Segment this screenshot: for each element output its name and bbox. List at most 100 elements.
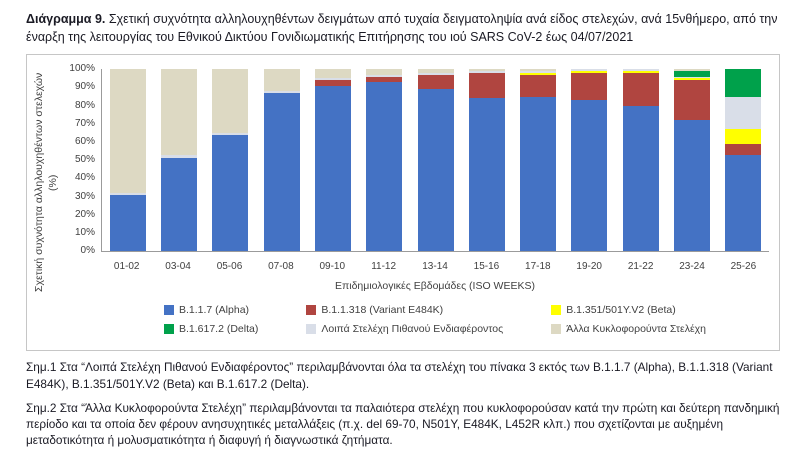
bar-slot xyxy=(307,69,358,252)
legend-label: B.1.617.2 (Delta) xyxy=(178,323,259,336)
bar-19-20 xyxy=(571,69,608,252)
bar-segment xyxy=(520,71,557,73)
bar-segment xyxy=(263,91,300,93)
bar-21-22 xyxy=(622,69,659,252)
stacked-bar-chart: Σχετική συχνότητα αλληλουχηθέντων στελεχ… xyxy=(26,54,780,352)
bar-segment xyxy=(674,78,711,81)
bar-segment xyxy=(571,72,608,101)
bar-segment xyxy=(366,69,403,75)
bar-segment xyxy=(622,72,659,106)
bar-segment xyxy=(160,158,197,252)
bar-segment xyxy=(417,72,454,75)
x-axis-title: Επιδημιολογικές Εβδομάδες (ISO WEEKS) xyxy=(335,280,535,293)
bar-segment xyxy=(468,71,505,73)
bar-segment xyxy=(366,76,403,82)
x-tick-label: 15-16 xyxy=(473,261,500,273)
y-axis-title: Σχετική συχνότητα αλληλουχηθέντων στελεχ… xyxy=(32,73,59,293)
legend-swatch-icon xyxy=(551,305,562,316)
bar-segment xyxy=(674,120,711,252)
legend-swatch-icon xyxy=(163,305,174,316)
bar-09-10 xyxy=(314,69,351,252)
y-tick-label: 10% xyxy=(74,226,95,238)
x-tick-label: 25-26 xyxy=(730,261,757,273)
legend-item: B.1.1.7 (Alpha) xyxy=(163,304,258,316)
legend-label: B.1.351/501Y.V2 (Beta) xyxy=(566,304,676,317)
legend-swatch-icon xyxy=(551,324,562,335)
legend-swatch-icon xyxy=(306,324,317,335)
bar-segment xyxy=(622,69,659,72)
bar-segment xyxy=(314,85,351,252)
bar-slot xyxy=(718,69,769,252)
bar-segment xyxy=(571,69,608,72)
bar-segment xyxy=(160,154,197,159)
bar-segment xyxy=(674,76,711,79)
bar-01-02 xyxy=(109,69,146,252)
bar-slot xyxy=(615,69,666,252)
bar-segment xyxy=(314,69,351,79)
bar-15-16 xyxy=(468,69,505,252)
x-tick-label: 21-22 xyxy=(627,261,654,273)
bar-11-12 xyxy=(366,69,403,252)
legend-label: B.1.1.318 (Variant E484K) xyxy=(321,304,444,317)
x-tick-label: 17-18 xyxy=(525,261,551,273)
bar-segment xyxy=(314,78,351,81)
x-tick-label: 07-08 xyxy=(268,261,294,273)
bar-slot xyxy=(205,69,256,252)
bar-segment xyxy=(160,69,197,155)
bar-slot xyxy=(359,69,410,252)
legend-item: B.1.351/501Y.V2 (Beta) xyxy=(551,304,706,316)
note-2: Σημ.2 Στα “Άλλα Κυκλοφορούντα Στελέχη” π… xyxy=(26,400,780,448)
y-tick-label: 50% xyxy=(74,154,95,166)
legend-swatch-icon xyxy=(306,305,317,316)
bar-segment xyxy=(212,69,249,133)
figure-caption-text: Σχετική συχνότητα αλληλουχηθέντων δειγμά… xyxy=(26,12,778,45)
bar-slot xyxy=(153,69,204,252)
legend-item: B.1.617.2 (Delta) xyxy=(163,323,259,336)
bar-segment xyxy=(109,193,146,195)
bar-segment xyxy=(520,96,557,252)
note-1: Σημ.1 Στα “Λοιπά Στελέχη Πιθανού Ενδιαφέ… xyxy=(26,360,773,391)
bar-segment xyxy=(263,92,300,252)
bar-slot xyxy=(256,69,307,252)
bar-23-24 xyxy=(674,69,711,252)
legend-label: Λοιπά Στελέχη Πιθανού Ενδιαφέροντος xyxy=(321,323,504,336)
plot-row: 100% 90% 80% 70% 60% 50% 40% 30% 20% 10% 0% xyxy=(61,63,769,257)
bar-segment xyxy=(571,100,608,252)
bar-segment xyxy=(622,71,659,73)
x-tick-label: 13-14 xyxy=(422,261,448,273)
x-tick-label: 01-02 xyxy=(113,261,140,273)
bar-segment xyxy=(520,74,557,97)
bar-slot xyxy=(564,69,615,252)
bar-slot xyxy=(666,69,717,252)
bar-segment xyxy=(263,69,300,92)
legend-item: Άλλα Κυκλοφορούντα Στελέχη xyxy=(551,323,706,335)
bar-segment xyxy=(212,132,249,135)
bar-segment xyxy=(468,98,505,252)
y-tick-label: 20% xyxy=(74,208,95,220)
y-tick-label: 100% xyxy=(69,63,95,75)
x-tick-label: 23-24 xyxy=(679,261,705,273)
bar-segment xyxy=(725,96,762,130)
bar-segment xyxy=(468,69,505,72)
x-tick-label: 19-20 xyxy=(576,261,602,273)
y-tick-label: 80% xyxy=(74,99,95,111)
bar-07-08 xyxy=(263,69,300,252)
x-tick-label: 09-10 xyxy=(319,261,346,273)
figure-caption-number: Διάγραμμα 9. xyxy=(26,12,106,26)
bar-segment xyxy=(417,69,454,73)
bar-13-14 xyxy=(417,69,454,252)
legend-item: Λοιπά Στελέχη Πιθανού Ενδιαφέροντος xyxy=(306,323,503,335)
bar-05-06 xyxy=(212,69,249,252)
bar-slot xyxy=(102,69,153,252)
bar-segment xyxy=(468,72,505,99)
bar-segment xyxy=(314,80,351,86)
bar-segment xyxy=(366,74,403,77)
bar-segment xyxy=(417,89,454,252)
x-tick-label: 03-04 xyxy=(165,261,191,273)
bar-03-04 xyxy=(160,69,197,252)
bar-segment xyxy=(622,105,659,252)
bar-segment xyxy=(212,134,249,252)
chart-body: 100% 90% 80% 70% 60% 50% 40% 30% 20% 10% 0% 01-02 0… xyxy=(61,63,769,336)
y-tick-label: 30% xyxy=(74,190,95,202)
